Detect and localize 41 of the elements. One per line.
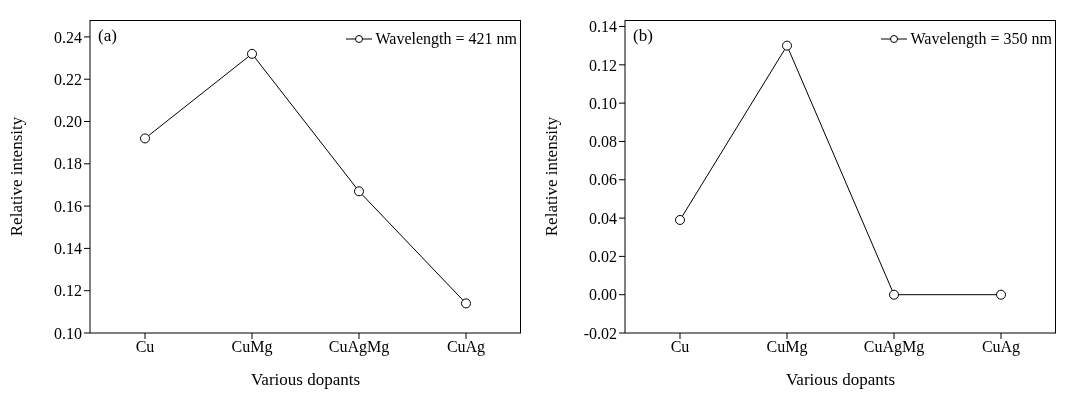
y-tick-label: 0.12	[589, 56, 617, 74]
y-tick-label: 0.16	[54, 197, 82, 215]
x-tick-label: CuAgMg	[328, 338, 390, 357]
x-tick-label: Cu	[135, 338, 155, 356]
point	[247, 48, 257, 59]
legend-label: Wavelength = 421 nm	[375, 30, 517, 48]
y-axis-title: Relative intensity	[7, 116, 27, 237]
point	[140, 133, 150, 144]
y-tick-label: 0.14	[589, 18, 617, 36]
x-tick-label: Cu	[670, 338, 690, 356]
y-tick-label: 0.18	[54, 155, 82, 173]
y-axis-title: Relative intensity	[542, 116, 562, 237]
x-tick-label: CuMg	[231, 338, 273, 357]
y-tick-label: 0.08	[589, 133, 617, 151]
point	[782, 40, 792, 51]
y-tick-label: 0.04	[589, 209, 617, 227]
x-tick-label: CuAg	[981, 338, 1021, 357]
point	[675, 214, 685, 225]
x-tick-label: CuAgMg	[863, 338, 925, 357]
point	[461, 298, 471, 309]
y-tick-label: 0.06	[589, 171, 617, 189]
legend-label: Wavelength = 350 nm	[910, 30, 1052, 48]
y-tick-label: 0.02	[589, 248, 617, 266]
y-tick-label: -0.02	[583, 324, 617, 342]
annotation: (a)	[98, 26, 117, 46]
y-tick-label: 0.10	[54, 324, 82, 342]
y-tick-label: 0.14	[54, 240, 82, 258]
x-axis-title: Various dopants	[250, 370, 361, 390]
x-axis-title: Various dopants	[785, 370, 896, 390]
annotation: (b)	[633, 26, 653, 46]
x-tick-label: CuAg	[446, 338, 486, 357]
y-tick-label: 0.24	[54, 28, 82, 46]
y-tick-label: 0.10	[589, 94, 617, 112]
point	[354, 186, 364, 197]
y-tick-label: 0.20	[54, 113, 82, 131]
x-tick-label: CuMg	[766, 338, 808, 357]
y-tick-label: 0.12	[54, 282, 82, 300]
point	[889, 289, 899, 300]
point	[996, 289, 1006, 300]
y-tick-label: 0.00	[589, 286, 617, 304]
y-tick-label: 0.22	[54, 70, 82, 88]
